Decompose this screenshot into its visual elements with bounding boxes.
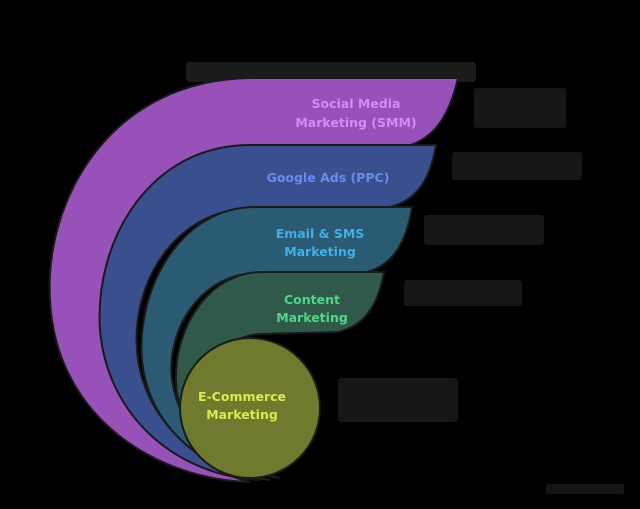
layer-label-line: Google Ads (PPC) [267, 170, 390, 185]
description-block-1 [474, 88, 566, 128]
layer-label-3: Email & SMS Marketing [276, 226, 365, 259]
layer-label-line: Content [284, 292, 340, 307]
description-block-3 [424, 215, 544, 245]
description-block-4 [404, 280, 522, 306]
layer-label-line: Marketing [206, 407, 278, 422]
description-block-2 [452, 152, 582, 180]
layer-label-5: E-Commerce Marketing [198, 389, 286, 422]
layer-label-line: Social Media [312, 96, 401, 111]
layer-label-line: Marketing (SMM) [295, 115, 416, 130]
diagram-title [0, 26, 640, 82]
layer-shape-5 [179, 337, 321, 479]
layer-label-2: Google Ads (PPC) [267, 170, 390, 185]
layer-label-line: Email & SMS [276, 226, 365, 241]
layer-label-4: Content Marketing [276, 292, 348, 325]
title-placeholder-bar [186, 62, 476, 82]
layer-label-line: E-Commerce [198, 389, 286, 404]
layer-label-line: Marketing [284, 244, 356, 259]
layer-label-1: Social Media Marketing (SMM) [295, 96, 416, 130]
watermark [546, 484, 624, 494]
layer-label-line: Marketing [276, 310, 348, 325]
description-block-5 [338, 378, 458, 422]
